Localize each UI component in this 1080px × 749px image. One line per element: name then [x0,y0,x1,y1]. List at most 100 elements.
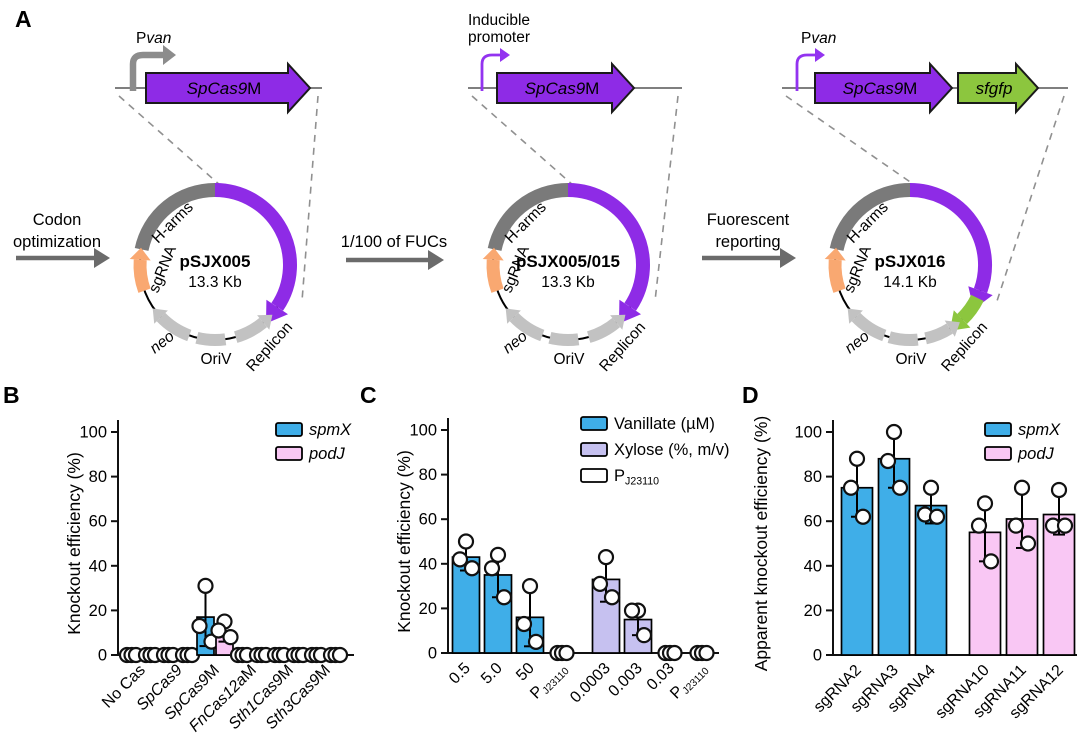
panel-label-a: A [15,6,32,32]
text-run: 40 [419,555,437,573]
legend-label: podJ [308,445,346,463]
text-run: 0.5 [446,660,474,688]
legend-swatch [580,416,608,431]
panel-label-b: B [3,382,20,408]
legend: spmX podJ [275,421,352,463]
y-tick-label: 20 [89,602,107,620]
text-run: pSJX005/015 [516,252,620,271]
plasmid-size: 13.3 Kb [541,274,594,291]
data-point [483,560,501,577]
text-run: van [146,30,171,47]
x-category-label: 0.0003 [567,660,614,707]
x-category-label: PJ23110 [667,660,712,705]
y-tick-label: 80 [89,468,107,486]
promoter-arrow [480,53,500,91]
text-run: 0.003 [605,660,645,700]
y-tick-label: 0 [428,645,437,663]
data-point [698,644,715,662]
data-point [597,549,615,566]
legend-swatch [984,446,1012,461]
data-point [495,589,513,606]
promoter-arrow-head [815,48,825,62]
plasmid-size: 14.1 Kb [883,274,936,291]
text-run: OriV [201,351,233,368]
data-point [521,578,539,595]
text-run: SpCas9 [187,79,248,98]
bar-slot: 0.5 [446,533,481,688]
text-run: optimization [13,233,101,251]
text-run: 1/100 of FUCs [341,233,447,251]
text-run: J23110 [625,476,659,488]
x-category-label: 0.5 [446,660,474,688]
text-run: 80 [419,466,437,484]
y-axis-label: Knockout efficiency (%) [64,452,84,635]
data-point [848,450,866,467]
plasmid-size: 13.3 Kb [188,274,241,291]
oriv-block [195,331,227,346]
bar-slot: 50 [513,578,545,684]
data-point [191,617,208,635]
legend-swatch [580,468,608,483]
bar [914,504,948,656]
data-point [922,479,940,496]
sfgfp-arc [957,294,984,325]
y-tick-label: 20 [419,600,437,618]
data-point [1019,535,1037,552]
bar [1042,513,1076,656]
step-label: 1/100 of FUCs [341,233,447,251]
chart-c-inducer-titration: 0 20 40 60 80 100 Knockout efficiency (%) 0.5 5.… [394,415,729,707]
step-label: optimization [13,233,101,251]
oriv-label: OriV [554,351,586,368]
replicon-arrow [924,323,953,345]
text-run: SpCas9 [843,79,904,98]
text-run: 100 [794,424,822,442]
gene-arrow-1 [814,61,954,115]
h-arms-arc [487,183,569,252]
neo-arrow [851,312,887,342]
text-run: van [811,30,836,47]
data-point [1007,517,1025,534]
oriv-block [887,331,919,347]
text-run: M [247,79,261,98]
replicon-arrow [233,317,268,343]
sgrna-label: sgRNA [841,243,875,296]
neo-arrow [156,312,192,342]
text-run: spmX [309,421,352,439]
text-run: 13.3 Kb [541,274,594,291]
gene-arrow-1-label: SpCas9M [843,79,918,98]
data-point [666,644,683,662]
bar-slot: sgRNA2 [811,450,874,716]
panel-label-d: D [742,382,759,408]
data-point [457,533,475,550]
plasmid-name: pSJX005 [180,252,251,271]
h-arms-arc [134,183,216,252]
axes: 0 20 40 60 80 100 Knockout efficiency (%) [64,420,354,665]
text-run: podJ [1017,445,1055,463]
text-run: Fuorescent [707,211,790,229]
gene-arrow-2-label: sfgfp [976,79,1013,98]
legend-swatch [275,422,303,437]
neo-arrow-arrowhead [847,308,863,324]
text-run: Knockout efficiency (%) [64,452,84,635]
panel-label-c: C [360,382,377,408]
replicon-arrow-arrowhead [257,314,273,330]
data-point [1056,517,1074,534]
text-run: 60 [89,513,107,531]
neo-arrow-arrowhead [152,308,168,324]
legend-label: Vanillate (µM) [614,415,715,433]
cas9-arc [909,183,992,294]
zoom-dash-left [785,95,917,187]
text-run: 60 [804,513,822,531]
text-run: podJ [308,445,346,463]
data-point [885,423,903,441]
data-point [976,495,994,512]
text-run: 20 [419,600,437,618]
y-tick-label: 60 [419,511,437,529]
text-run: P [801,30,811,47]
promoter-arrow [129,51,163,91]
data-point [603,589,621,606]
text-run: sgRNA [841,243,875,296]
